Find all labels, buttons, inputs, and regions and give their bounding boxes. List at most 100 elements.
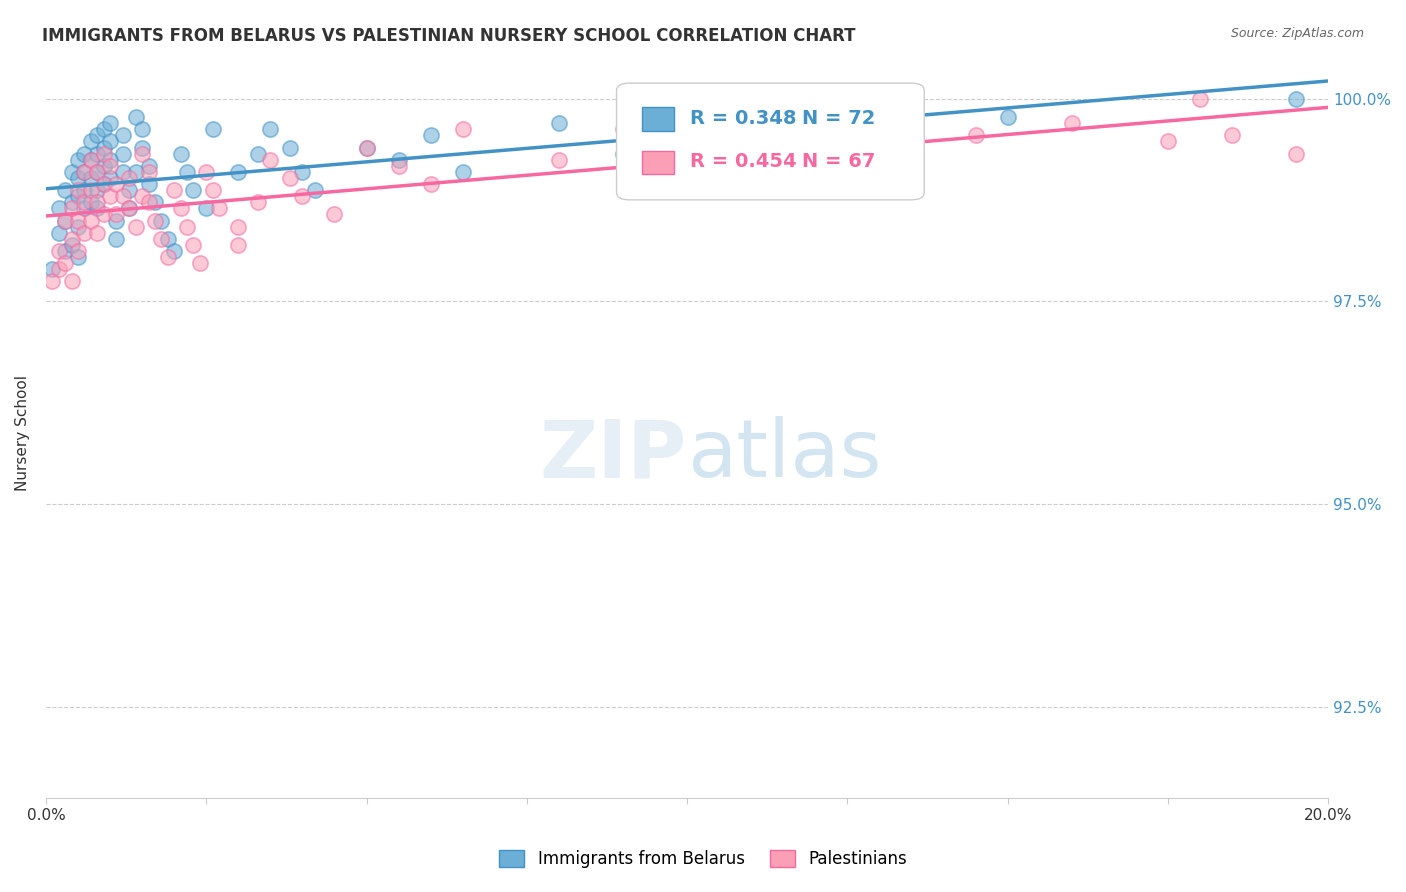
Point xyxy=(387,159,409,173)
Point xyxy=(86,165,108,179)
Point xyxy=(323,207,346,221)
Point xyxy=(195,165,218,179)
Point xyxy=(169,146,191,161)
Point xyxy=(304,183,326,197)
Point xyxy=(66,183,89,197)
Point xyxy=(98,189,121,203)
Point xyxy=(80,153,103,167)
Point xyxy=(66,219,89,234)
Point xyxy=(111,165,134,179)
Point xyxy=(226,165,249,179)
Point xyxy=(226,219,249,234)
Point xyxy=(105,232,128,246)
Point xyxy=(125,165,148,179)
Point xyxy=(48,226,70,240)
Point xyxy=(93,140,115,154)
Point xyxy=(278,140,301,154)
Text: Source: ZipAtlas.com: Source: ZipAtlas.com xyxy=(1230,27,1364,40)
Point xyxy=(66,189,89,203)
Point xyxy=(80,153,103,167)
Point xyxy=(707,146,730,161)
Point xyxy=(93,159,115,173)
Point xyxy=(60,274,83,288)
Point xyxy=(98,170,121,185)
Y-axis label: Nursery School: Nursery School xyxy=(15,376,30,491)
Point xyxy=(98,135,121,149)
Point xyxy=(60,237,83,252)
Point xyxy=(138,159,160,173)
Point xyxy=(612,146,634,161)
Point xyxy=(246,146,269,161)
Point xyxy=(1157,135,1180,149)
Point xyxy=(201,122,224,136)
Point xyxy=(105,207,128,221)
Text: ZIP: ZIP xyxy=(540,417,688,494)
Point xyxy=(131,140,153,154)
Point xyxy=(98,159,121,173)
Text: N = 67: N = 67 xyxy=(803,153,876,171)
Point xyxy=(93,122,115,136)
Point xyxy=(131,189,153,203)
Point xyxy=(73,146,96,161)
Point xyxy=(60,232,83,246)
Point xyxy=(131,122,153,136)
Point xyxy=(176,165,198,179)
Point xyxy=(138,165,160,179)
Point xyxy=(53,183,76,197)
Point xyxy=(80,170,103,185)
Point xyxy=(156,232,179,246)
Point xyxy=(41,262,63,277)
Point xyxy=(80,183,103,197)
Point xyxy=(163,244,186,258)
FancyBboxPatch shape xyxy=(643,107,675,130)
Point xyxy=(53,256,76,270)
Point xyxy=(111,189,134,203)
Point xyxy=(259,153,281,167)
Legend: Immigrants from Belarus, Palestinians: Immigrants from Belarus, Palestinians xyxy=(492,843,914,875)
Point xyxy=(48,202,70,216)
Point xyxy=(53,213,76,227)
Point xyxy=(997,110,1019,124)
Point xyxy=(176,219,198,234)
Point xyxy=(73,165,96,179)
Point xyxy=(86,195,108,210)
FancyBboxPatch shape xyxy=(643,151,675,174)
Point xyxy=(86,183,108,197)
Point xyxy=(150,232,173,246)
Point xyxy=(93,177,115,191)
Point xyxy=(118,202,141,216)
Text: IMMIGRANTS FROM BELARUS VS PALESTINIAN NURSERY SCHOOL CORRELATION CHART: IMMIGRANTS FROM BELARUS VS PALESTINIAN N… xyxy=(42,27,856,45)
Text: N = 72: N = 72 xyxy=(803,109,876,128)
Point xyxy=(80,195,103,210)
Point xyxy=(291,189,314,203)
Point xyxy=(1285,92,1308,106)
Point xyxy=(53,213,76,227)
Point xyxy=(125,219,148,234)
Point xyxy=(48,262,70,277)
Point xyxy=(73,165,96,179)
Point xyxy=(98,153,121,167)
Point xyxy=(66,244,89,258)
Point xyxy=(1060,116,1083,130)
Point xyxy=(105,177,128,191)
Point xyxy=(60,195,83,210)
Point xyxy=(150,213,173,227)
Point xyxy=(111,146,134,161)
Point xyxy=(156,250,179,264)
Point xyxy=(66,213,89,227)
Point xyxy=(1220,128,1243,143)
Point xyxy=(73,202,96,216)
Point xyxy=(86,165,108,179)
Point xyxy=(93,146,115,161)
Point xyxy=(259,122,281,136)
Point xyxy=(118,202,141,216)
Point xyxy=(73,195,96,210)
Point xyxy=(183,237,205,252)
Point xyxy=(278,170,301,185)
Point xyxy=(169,202,191,216)
Text: R = 0.348: R = 0.348 xyxy=(689,109,796,128)
Point xyxy=(73,226,96,240)
Point xyxy=(419,128,441,143)
Point xyxy=(547,116,569,130)
Point xyxy=(612,122,634,136)
